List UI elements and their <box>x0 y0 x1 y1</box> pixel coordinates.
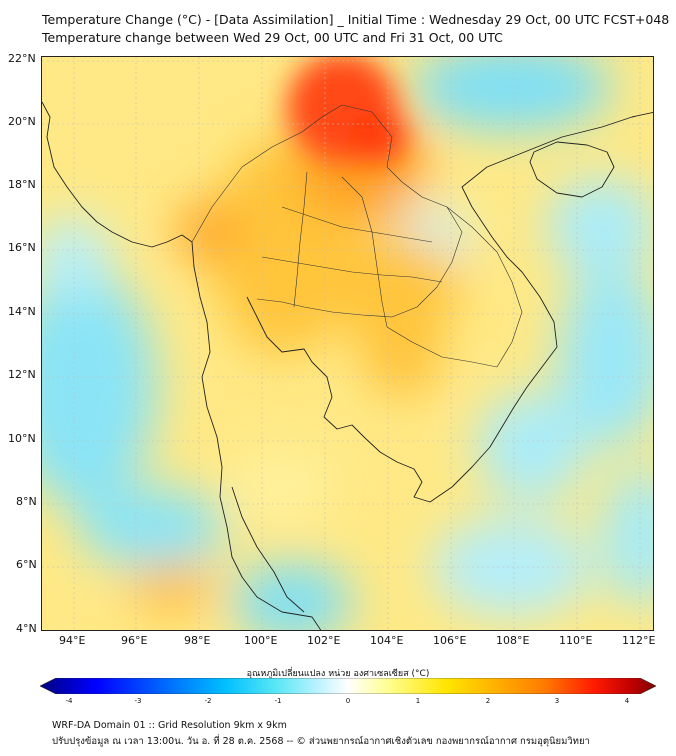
temperature-change-map <box>41 56 654 631</box>
colorbar-tick-label: 4 <box>624 697 630 705</box>
graticule <box>42 57 653 630</box>
lon-tick-label: 102°E <box>307 634 341 647</box>
map-title: Temperature Change (°C) - [Data Assimila… <box>42 12 670 27</box>
lon-tick-label: 112°E <box>622 634 656 647</box>
model-info-text: WRF-DA Domain 01 :: Grid Resolution 9km … <box>52 720 287 731</box>
lon-tick-label: 108°E <box>496 634 530 647</box>
lon-tick-label: 94°E <box>59 634 86 647</box>
lon-tick-label: 96°E <box>121 634 148 647</box>
lat-tick-label: 4°N <box>16 622 37 635</box>
lat-tick-label: 18°N <box>8 178 36 191</box>
lat-tick-label: 16°N <box>8 241 36 254</box>
map-subtitle: Temperature change between Wed 29 Oct, 0… <box>42 30 503 45</box>
province-borders <box>191 104 523 368</box>
lon-tick-label: 98°E <box>184 634 211 647</box>
colorbar-tick-label: 2 <box>485 697 491 705</box>
lat-tick-label: 22°N <box>8 52 36 65</box>
map-canvas <box>42 57 653 630</box>
lat-tick-label: 12°N <box>8 368 36 381</box>
colorbar-tick-label: -3 <box>134 697 142 705</box>
lon-tick-label: 104°E <box>370 634 404 647</box>
lon-tick-label: 110°E <box>559 634 593 647</box>
lat-tick-label: 10°N <box>8 432 36 445</box>
lon-tick-label: 100°E <box>244 634 278 647</box>
coastlines <box>42 101 653 630</box>
colorbar <box>40 678 656 694</box>
colorbar-tick-label: -1 <box>274 697 282 705</box>
colorbar-tick-label: 0 <box>345 697 351 705</box>
lat-tick-label: 8°N <box>16 495 37 508</box>
colorbar-tick-label: 3 <box>554 697 560 705</box>
colorbar-title: อุณหภูมิเปลี่ยนแปลง หน่วย องศาเซลเซียส (… <box>246 669 430 679</box>
temperature-field <box>42 57 653 630</box>
lat-tick-label: 6°N <box>16 558 37 571</box>
update-info-text: ปรับปรุงข้อมูล ณ เวลา 13:00น. วัน อ. ที่… <box>52 736 590 747</box>
colorbar-tick-label: 1 <box>415 697 421 705</box>
temperature-hotspot <box>287 57 407 162</box>
colorbar-tick-label: -4 <box>65 697 73 705</box>
lat-tick-label: 20°N <box>8 115 36 128</box>
lon-tick-label: 106°E <box>433 634 467 647</box>
colorbar-tick-label: -2 <box>204 697 212 705</box>
lat-tick-label: 14°N <box>8 305 36 318</box>
